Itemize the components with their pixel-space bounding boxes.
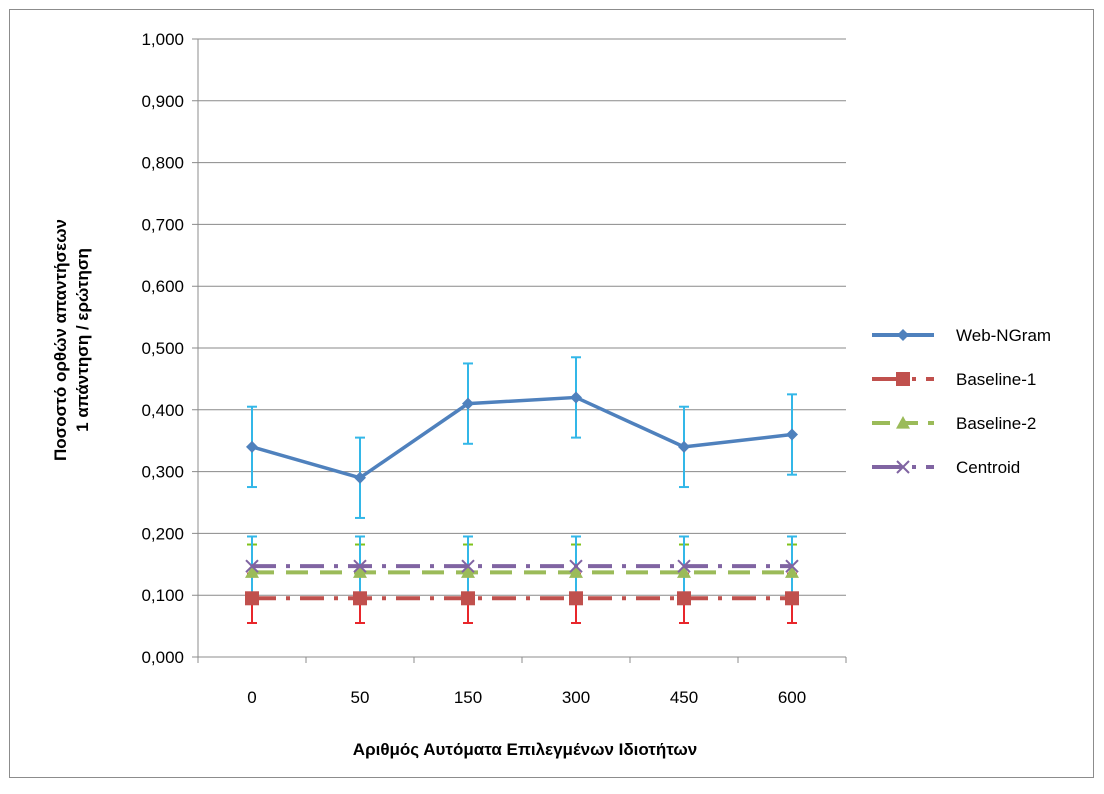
- data-point: [677, 591, 691, 606]
- legend-label: Baseline-2: [956, 414, 1036, 433]
- y-tick-label: 0,700: [141, 215, 184, 234]
- x-axis-ticks: 0 50 150 300 450 600: [197, 657, 847, 707]
- marker-stroke: [461, 559, 475, 573]
- data-point: [245, 565, 259, 578]
- marker-stroke: [785, 559, 799, 573]
- legend-swatch-marker: [897, 329, 909, 341]
- legend: Web-NGram Baseline-1 Baseline-2 Centroid: [872, 326, 1051, 477]
- data-point: [353, 565, 367, 578]
- data-point: [353, 591, 367, 606]
- data-point: [462, 397, 474, 410]
- series-line: [251, 395, 793, 480]
- data-point: [569, 559, 583, 573]
- series-layer: [245, 356, 799, 625]
- data-point: [354, 471, 366, 484]
- legend-swatch-marker: [896, 416, 910, 429]
- y-axis-ticks: 0,000 0,100 0,200 0,300 0,400 0,500 0,600 0,700…: [141, 30, 184, 667]
- marker-stroke: [569, 559, 583, 573]
- data-point: [461, 591, 475, 606]
- y-axis-title-line-2: 1 απάντηση / ερώτηση: [73, 248, 92, 432]
- data-point: [569, 565, 583, 578]
- legend-item: Baseline-2: [872, 414, 1036, 433]
- data-point: [353, 559, 367, 573]
- marker-stroke: [896, 460, 910, 474]
- legend-item: Web-NGram: [872, 326, 1051, 345]
- y-tick-label: 0,900: [141, 92, 184, 111]
- data-point: [461, 565, 475, 578]
- data-point: [785, 565, 799, 578]
- marker-stroke: [245, 559, 259, 573]
- data-point: [677, 565, 691, 578]
- x-tick-label: 150: [454, 688, 482, 707]
- x-tick-label: 50: [351, 688, 370, 707]
- legend-item: Centroid: [872, 458, 1020, 477]
- y-tick-label: 0,400: [141, 401, 184, 420]
- y-tick-label: 1,000: [141, 30, 184, 49]
- data-point: [569, 591, 583, 606]
- data-point: [461, 559, 475, 573]
- y-tick-label: 0,600: [141, 277, 184, 296]
- marker-stroke: [677, 559, 691, 573]
- data-point: [785, 591, 799, 606]
- data-point: [677, 559, 691, 573]
- y-tick-label: 0,100: [141, 586, 184, 605]
- legend-swatch-marker: [896, 372, 910, 386]
- data-point: [786, 428, 798, 441]
- data-point: [245, 591, 259, 606]
- data-point: [785, 559, 799, 573]
- x-tick-label: 0: [247, 688, 256, 707]
- y-axis-title-line-1: Ποσοστό ορθών απαντήσεων: [51, 219, 70, 461]
- marker-stroke: [353, 559, 367, 573]
- gridlines: [192, 38, 846, 658]
- y-axis-title: Ποσοστό ορθών απαντήσεων 1 απάντηση / ερ…: [51, 219, 92, 461]
- legend-label: Baseline-1: [956, 370, 1036, 389]
- x-tick-label: 300: [562, 688, 590, 707]
- x-axis-title: Αριθμός Αυτόματα Επιλεγμένων Ιδιοτήτων: [353, 740, 697, 759]
- chart-border: [9, 9, 1094, 778]
- x-tick-label: 600: [778, 688, 806, 707]
- data-point: [245, 559, 259, 573]
- legend-swatch-marker: [896, 460, 910, 474]
- y-tick-label: 0,500: [141, 339, 184, 358]
- legend-label: Centroid: [956, 458, 1020, 477]
- legend-label: Web-NGram: [956, 326, 1051, 345]
- data-point: [570, 391, 582, 404]
- y-tick-label: 0,000: [141, 648, 184, 667]
- data-point: [678, 440, 690, 453]
- data-point: [246, 440, 258, 453]
- legend-item: Baseline-1: [872, 370, 1036, 389]
- y-tick-label: 0,300: [141, 463, 184, 482]
- y-tick-label: 0,800: [141, 154, 184, 173]
- x-tick-label: 450: [670, 688, 698, 707]
- y-tick-label: 0,200: [141, 524, 184, 543]
